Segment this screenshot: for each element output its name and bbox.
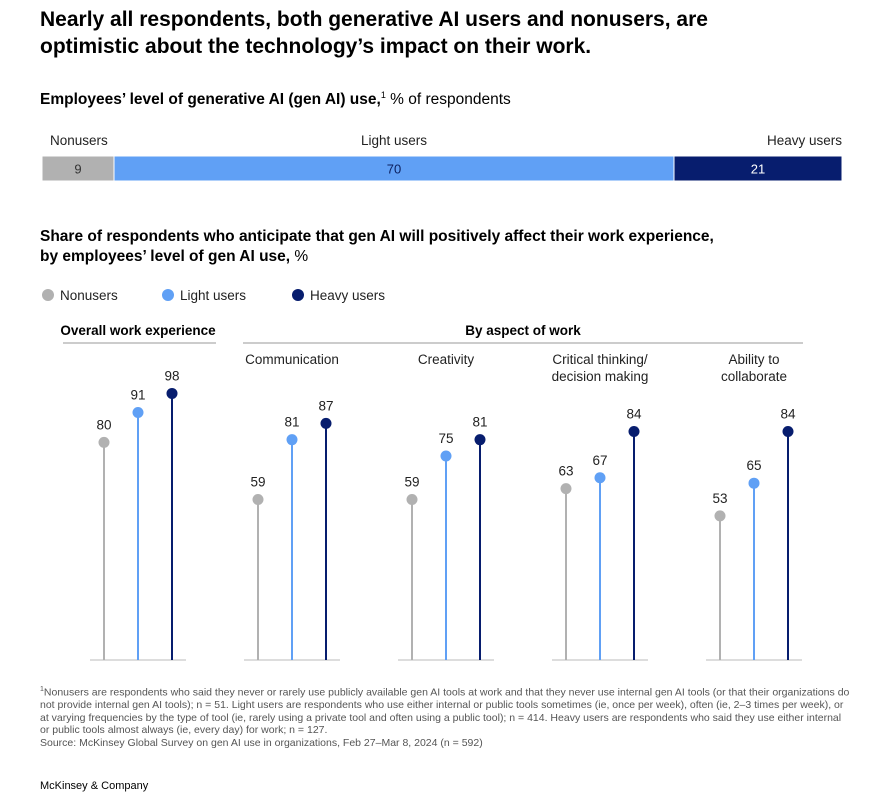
bar-segment: [673, 155, 843, 182]
dot: [440, 450, 452, 462]
headline: Nearly all respondents, both generative …: [40, 8, 708, 58]
category-label: Ability to collaborate: [720, 352, 788, 384]
footnote-marker: 1: [40, 686, 44, 693]
source: Source: McKinsey Global Survey on gen AI…: [40, 736, 483, 749]
category-header: Overall work experience: [60, 323, 216, 338]
value-label: 84: [780, 407, 796, 422]
value-label: 84: [626, 407, 642, 422]
footnote: Nonusers are respondents who said they n…: [40, 686, 850, 737]
dot: [406, 494, 418, 506]
segment-label: Nonusers: [50, 133, 108, 148]
dot: [594, 472, 606, 484]
subtitle: by employees’ level of gen AI use,: [40, 248, 291, 265]
segment-label: Heavy users: [767, 133, 842, 148]
category-label: Communication: [245, 352, 339, 367]
value-label: 80: [96, 417, 111, 432]
legend-label: Heavy users: [310, 288, 385, 303]
legend-marker: [292, 289, 304, 301]
value-label: 59: [250, 475, 265, 490]
value-label: 81: [284, 415, 299, 430]
category-label: Critical thinking/ decision making: [551, 352, 649, 384]
bar-segment: [41, 155, 115, 182]
value-label: 63: [558, 464, 573, 479]
value-label: 21: [751, 162, 765, 177]
value-label: 75: [438, 431, 453, 446]
value-label: 81: [472, 415, 487, 430]
value-label: 67: [592, 453, 607, 468]
segment-label: Light users: [361, 133, 427, 148]
dot: [474, 434, 486, 446]
value-label: 87: [318, 398, 333, 413]
value-label: 53: [712, 491, 727, 506]
title: Share of respondents who anticipate that…: [40, 228, 714, 245]
dot: [714, 510, 726, 522]
dot: [98, 436, 110, 448]
chart-title: Share of respondents who anticipate that…: [40, 227, 800, 267]
legend-marker: [162, 289, 174, 301]
category-label: Creativity: [417, 352, 475, 367]
dot: [252, 494, 264, 506]
value-label: 98: [164, 368, 179, 383]
legend-marker: [42, 289, 54, 301]
dot: [320, 417, 332, 429]
value-label: 59: [404, 475, 419, 490]
value-label: 65: [746, 458, 761, 473]
value-label: 70: [387, 162, 401, 177]
value-label: 91: [130, 387, 145, 402]
dot: [628, 426, 640, 438]
footnote-block: 1Nonusers are respondents who said they …: [40, 684, 850, 749]
bar-segment: [113, 155, 675, 182]
title-unit: % of respondents: [390, 91, 511, 109]
dot: [132, 406, 144, 418]
dot: [748, 477, 760, 489]
legend-label: Light users: [180, 288, 246, 303]
title-note: 1: [380, 90, 386, 100]
brand: McKinsey & Company: [40, 780, 149, 792]
value-label: 9: [74, 162, 81, 177]
title: Employees’ level of generative AI (gen A…: [40, 91, 381, 109]
dot: [560, 483, 572, 495]
dot: [782, 426, 794, 438]
dot: [286, 434, 298, 446]
chart-title: Employees’ level of generative AI (gen A…: [40, 90, 511, 109]
title-unit: %: [294, 248, 309, 265]
dot: [166, 387, 178, 399]
legend-label: Nonusers: [60, 288, 118, 303]
group-label: By aspect of work: [465, 323, 581, 338]
